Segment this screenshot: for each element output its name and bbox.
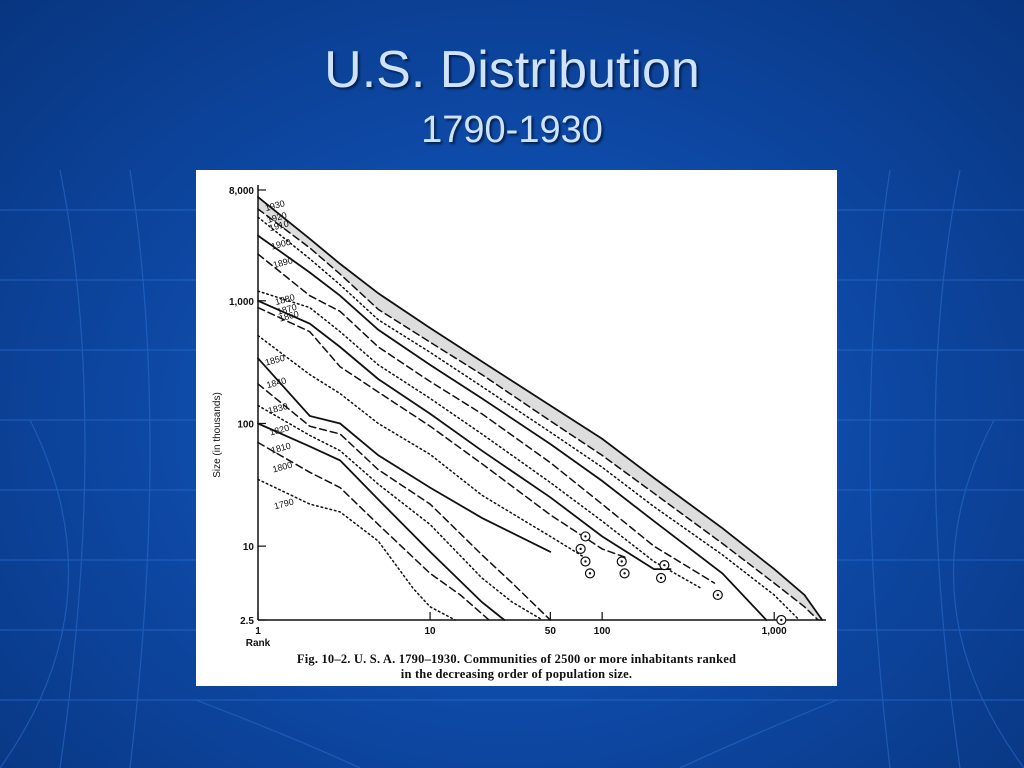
series-label-1930: 1930 xyxy=(264,198,286,213)
series-label-1890: 1890 xyxy=(272,255,294,270)
series-label-1790: 1790 xyxy=(273,496,295,511)
series-line-1830 xyxy=(257,383,552,621)
circled-point-dot xyxy=(579,547,582,551)
series-line-1870 xyxy=(257,299,672,571)
x-tick-label: 50 xyxy=(545,626,557,637)
series-label-1800: 1800 xyxy=(271,460,293,475)
series-line-1790 xyxy=(257,478,456,621)
x-tick-label: 100 xyxy=(594,626,611,637)
circled-point-dot xyxy=(584,535,587,538)
circled-point-dot xyxy=(584,560,587,563)
x-tick-label: 1 xyxy=(255,626,261,637)
series-label-1830: 1830 xyxy=(267,401,289,416)
circled-point-dot xyxy=(659,576,663,580)
series-line-1910 xyxy=(257,216,801,621)
rank-size-chart: 8,000 1,000 100 10 2.51 10 50 100 1,000 Rank Size … xyxy=(212,185,826,649)
series-label-1860: 1860 xyxy=(278,309,300,324)
circled-point-dot xyxy=(780,618,783,622)
series-line-1800 xyxy=(257,441,490,621)
series-line-1900 xyxy=(257,234,768,621)
series-line-1930 xyxy=(257,196,824,621)
circled-point-dot xyxy=(663,563,666,567)
series-label-1820: 1820 xyxy=(268,423,290,438)
circled-point-dot xyxy=(588,572,592,575)
series-line-1890 xyxy=(257,253,716,584)
slide-subtitle: 1790-1930 xyxy=(421,109,603,151)
y-tick-label: 100 xyxy=(237,419,254,430)
slide-title: U.S. Distribution xyxy=(324,41,700,99)
y-tick-label: 10 xyxy=(243,542,255,553)
y-tick-label: 2.5 xyxy=(240,616,254,627)
series-line-1810 xyxy=(257,422,506,621)
figure-caption-line-2: in the decreasing order of population si… xyxy=(400,667,633,681)
series-line-1820 xyxy=(257,404,544,621)
circled-point-dot xyxy=(716,593,719,597)
series-label-1850: 1850 xyxy=(264,353,286,368)
series-line-1880 xyxy=(257,290,703,590)
figure-panel: 8,000 1,000 100 10 2.5 1 10 50 100 1,000 Rank Size … xyxy=(196,170,837,686)
series-label-1900: 1900 xyxy=(270,237,292,252)
x-axis-label: Rank xyxy=(246,638,271,649)
circled-point-dot xyxy=(620,560,623,563)
shaded-band xyxy=(258,197,823,620)
series-label-1870: 1870 xyxy=(276,302,298,317)
series-line-1850 xyxy=(257,334,587,559)
y-tick-label: 8,000 xyxy=(229,186,254,197)
series-label-1810: 1810 xyxy=(270,441,292,456)
x-tick-label: 1,000 xyxy=(762,626,787,637)
series-line-1840 xyxy=(257,357,552,553)
series-line-1920 xyxy=(257,208,819,621)
circled-point-dot xyxy=(623,572,626,575)
x-tick-label: 10 xyxy=(425,626,437,637)
series-label-1920: 1920 xyxy=(266,210,288,225)
figure-caption-line-1: Fig. 10–2. U. S. A. 1790–1930. Communiti… xyxy=(296,652,737,666)
y-axis-label: Size (in thousands) xyxy=(212,392,223,478)
y-tick-label: 1,000 xyxy=(229,297,254,308)
